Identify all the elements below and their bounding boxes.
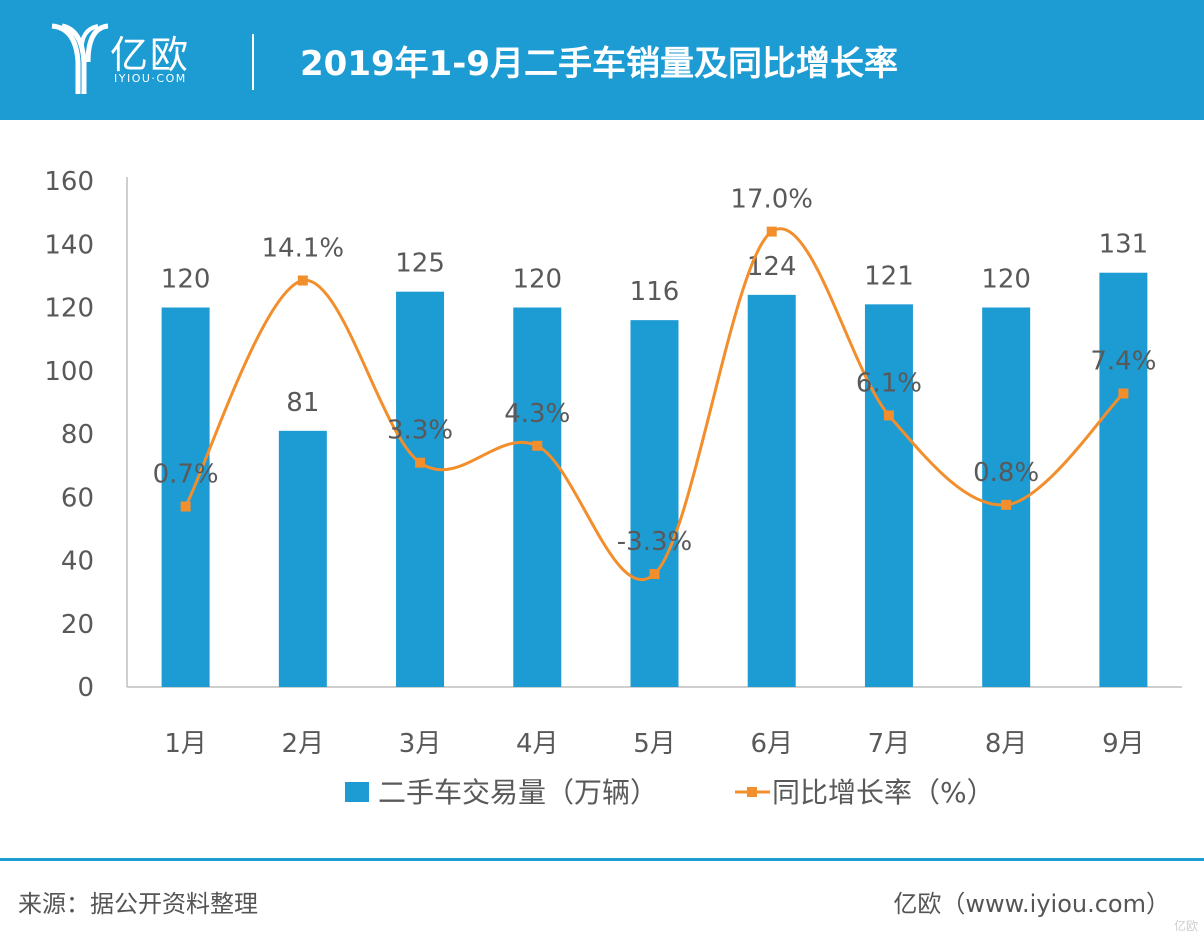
bar-value-label: 125 [395,249,445,279]
bar [161,307,210,687]
growth-rate-label: 4.3% [504,399,570,429]
y-tick-label: 160 [44,167,94,197]
y-tick-label: 60 [61,483,94,513]
legend-bar-swatch [345,782,369,802]
y-tick-label: 20 [61,610,94,640]
growth-rate-label: 0.8% [973,458,1039,488]
iyiou-logo-icon [51,23,109,94]
growth-rate-label: 3.3% [387,416,453,446]
bar [864,304,913,687]
y-tick-label: 140 [44,230,94,260]
bar-value-label: 120 [512,265,562,295]
x-tick-label: 1月 [164,729,207,759]
growth-rate-label: 6.1% [856,368,922,398]
bar [630,320,679,687]
bar [747,294,796,687]
legend-line-marker [747,787,757,797]
bar-value-label: 131 [1099,230,1149,260]
growth-rate-point [180,501,191,512]
y-tick-label: 120 [44,294,94,324]
growth-rate-point [1001,499,1012,510]
source-note: 来源：据公开资料整理 [18,890,258,918]
watermark: 亿欧 [1173,919,1198,933]
growth-rate-point [649,568,660,579]
bar [278,430,327,687]
growth-rate-point [883,410,894,421]
x-tick-label: 7月 [868,729,911,759]
growth-rate-label: 7.4% [1090,347,1156,377]
x-tick-label: 2月 [282,729,325,759]
page-title: 2019年1-9月二手车销量及同比增长率 [300,44,899,84]
y-tick-label: 40 [61,547,94,577]
brand-name: 亿欧 [110,33,191,77]
growth-rate-label: 14.1% [262,234,345,264]
x-tick-label: 5月 [633,729,676,759]
bar-value-label: 121 [864,261,914,291]
x-tick-label: 3月 [399,729,442,759]
x-tick-label: 8月 [985,729,1028,759]
bar-value-label: 120 [161,265,211,295]
bar [396,291,445,687]
header-banner: 亿欧 IYIOU·COM 2019年1-9月二手车销量及同比增长率 [0,0,1204,120]
footer-divider [0,858,1204,861]
growth-rate-label: 0.7% [153,460,219,490]
x-tick-label: 9月 [1102,729,1145,759]
y-tick-label: 0 [77,673,94,703]
growth-rate-point [532,440,543,451]
bar-value-label: 120 [981,265,1031,295]
bar-value-label: 81 [286,388,319,418]
growth-rate-point [297,275,308,286]
bar [513,307,562,687]
x-tick-label: 4月 [516,729,559,759]
x-tick-label: 6月 [750,729,793,759]
growth-rate-label: -3.3% [617,527,692,557]
growth-rate-point [766,226,777,237]
growth-rate-point [1118,388,1129,399]
growth-rate-point [415,457,426,468]
site-credit: 亿欧（www.iyiou.com） [893,890,1170,918]
bar [1099,272,1148,687]
growth-rate-label: 17.0% [730,185,813,215]
brand-subtitle: IYIOU·COM [114,72,187,85]
chart: 0 20 40 60 80 100 120 140 160 120 1月 81 2月 125 3月 120 4月… [44,167,1182,809]
bar [982,307,1031,687]
bar-value-label: 116 [630,277,680,307]
legend-bar-label: 二手车交易量（万辆） [378,776,658,809]
y-tick-label: 80 [61,420,94,450]
legend-line-label: 同比增长率（%） [772,776,995,809]
header-divider [252,34,254,90]
y-tick-label: 100 [44,357,94,387]
